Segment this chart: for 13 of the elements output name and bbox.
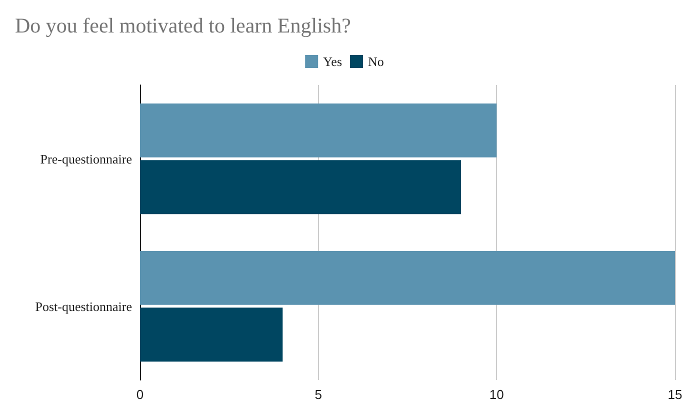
bar [140,250,675,305]
legend-label: Yes [323,54,342,69]
legend-label: No [368,54,384,69]
x-tick-label: 0 [136,387,144,402]
y-tick-label: Post-questionnaire [35,298,132,314]
x-tick-label: 10 [489,387,504,402]
bar [140,308,283,362]
chart-title: Do you feel motivated to learn English? [15,14,351,38]
x-tick-label: 15 [668,387,682,402]
x-tick-label: 5 [314,387,322,402]
bar [140,103,497,158]
bar [140,160,461,214]
y-tick-label: Pre-questionnaire [40,151,132,166]
